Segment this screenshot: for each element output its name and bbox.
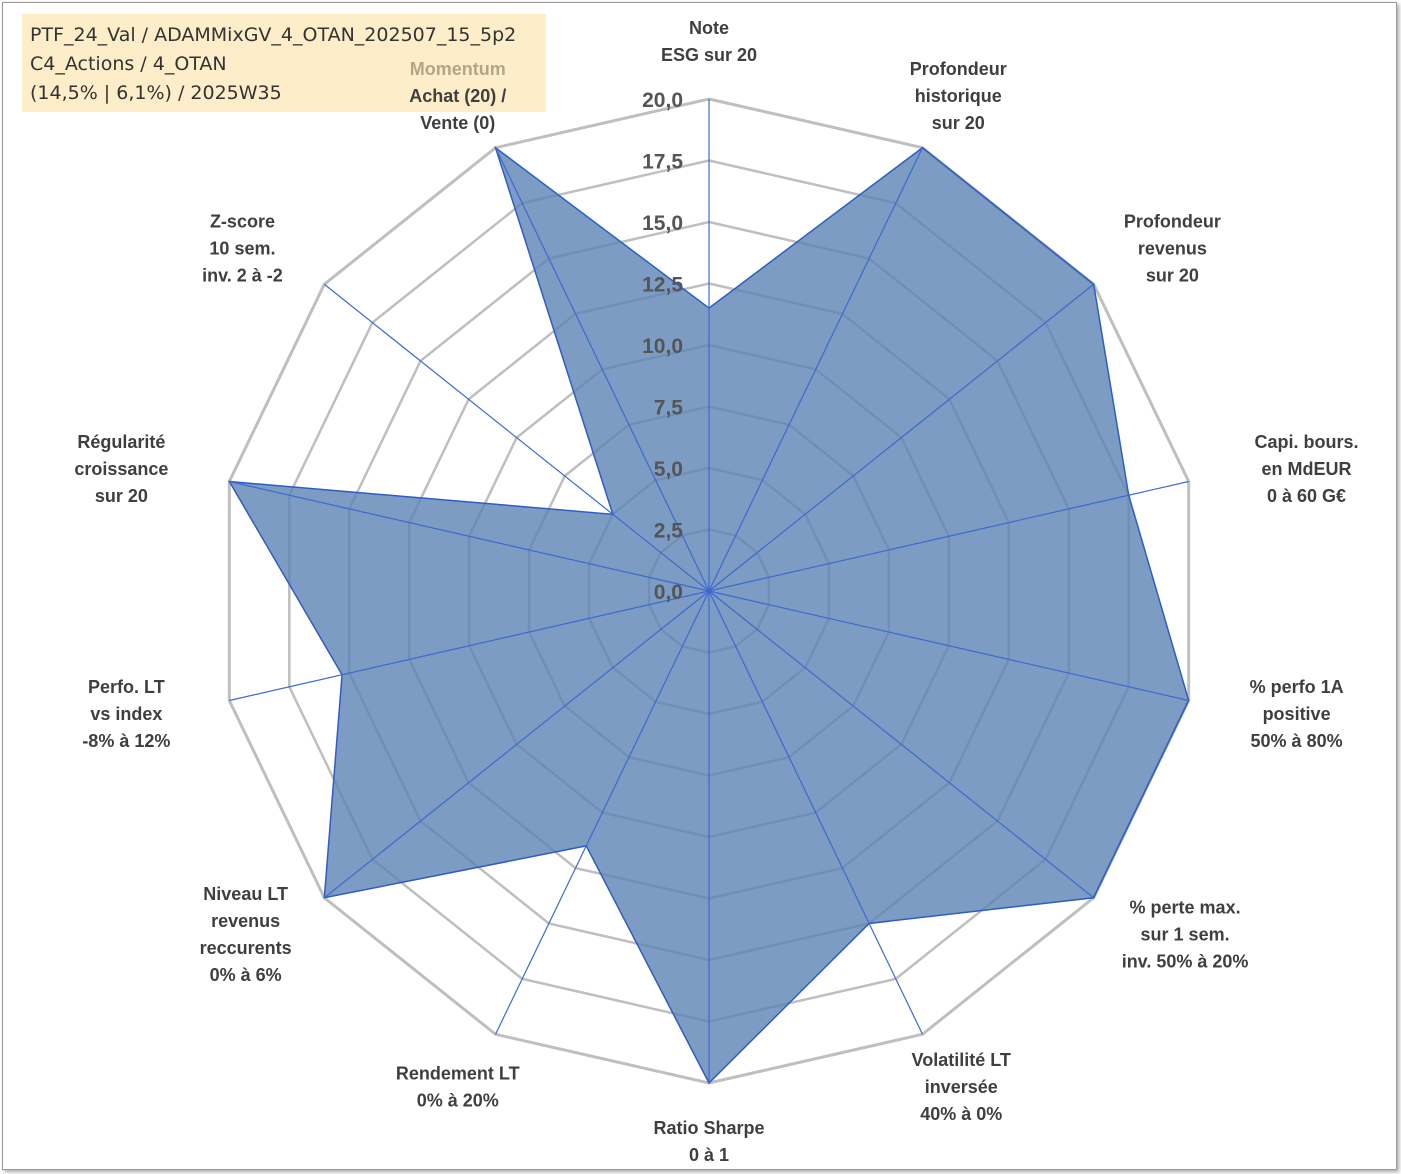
axis-label: % perte max.: [1130, 897, 1241, 917]
axis-label: -8% à 12%: [82, 731, 170, 751]
axis-label: Profondeur: [910, 59, 1007, 79]
axis-label: Z-score: [210, 212, 275, 232]
axis-spoke: [323, 590, 710, 899]
radar-spokes: [229, 99, 1189, 1083]
axis-label: 0 à 60 G€: [1267, 486, 1346, 506]
axis-label: sur 20: [1146, 266, 1199, 286]
axis-label: Rendement LT: [396, 1064, 520, 1084]
axis-label: 0% à 6%: [210, 965, 282, 985]
axis-spoke: [229, 590, 710, 702]
axis-spoke: [494, 590, 710, 1035]
radial-tick-labels: 0,0 2,5 5,0 7,5 10,0 12,5 15,0 17,5 20,0: [642, 89, 683, 604]
axis-label-group: Z-score 10 sem. inv. 2 à -2: [202, 212, 283, 286]
axis-label: revenus: [1138, 239, 1207, 259]
tick-label: 5,0: [654, 458, 683, 481]
axis-label: inv. 2 à -2: [202, 266, 283, 286]
axis-labels: Note ESG sur 20 Profondeur historique sur 20…: [74, 18, 1358, 1165]
axis-label: 50% à 80%: [1251, 731, 1343, 751]
axis-label-group: Ratio Sharpe 0 à 1: [653, 1118, 764, 1165]
axis-label: Capi. bours.: [1254, 432, 1358, 452]
axis-label-group: Régularité croissance sur 20: [74, 432, 168, 506]
tick-label: 2,5: [654, 520, 684, 543]
axis-spoke: [708, 480, 1189, 592]
tick-label: 0,0: [654, 581, 683, 604]
axis-label: Vente (0): [420, 113, 495, 133]
axis-label: Régularité: [77, 432, 165, 452]
axis-label: Volatilité LT: [912, 1050, 1011, 1070]
axis-label: sur 20: [932, 113, 985, 133]
axis-label-group: Momentum Achat (20) / Vente (0): [409, 59, 506, 133]
axis-label: croissance: [74, 459, 168, 479]
axis-label-group: Capi. bours. en MdEUR 0 à 60 G€: [1254, 432, 1358, 506]
axis-label: positive: [1263, 704, 1331, 724]
axis-label: Niveau LT: [203, 884, 288, 904]
axis-label-group: Profondeur revenus sur 20: [1124, 212, 1221, 286]
axis-spoke: [708, 147, 924, 592]
axis-label-group: Note ESG sur 20: [661, 18, 757, 65]
axis-label: vs index: [90, 704, 162, 724]
axis-spoke: [323, 283, 710, 592]
tick-label: 12,5: [642, 274, 683, 297]
tick-label: 7,5: [654, 397, 684, 420]
axis-spoke: [708, 590, 924, 1035]
axis-label: sur 20: [95, 486, 148, 506]
axis-label: Achat (20) /: [409, 86, 506, 106]
info-line-category: C4_Actions / 4_OTAN: [30, 53, 227, 75]
axis-label: Note: [689, 18, 729, 38]
axis-label: 40% à 0%: [920, 1104, 1002, 1124]
axis-label-group: Niveau LT revenus reccurents 0% à 6%: [200, 884, 292, 985]
axis-label-group: Perfo. LT vs index -8% à 12%: [82, 677, 170, 751]
axis-label: inversée: [925, 1077, 998, 1097]
tick-label: 10,0: [642, 335, 683, 358]
axis-label: revenus: [211, 911, 280, 931]
info-line-stats: (14,5% | 6,1%) / 2025W35: [30, 82, 282, 104]
axis-label: 0 à 1: [689, 1145, 729, 1165]
axis-label: Momentum: [410, 59, 506, 79]
axis-label: 0% à 20%: [417, 1091, 499, 1111]
axis-label: historique: [915, 86, 1002, 106]
axis-label: inv. 50% à 20%: [1122, 951, 1249, 971]
axis-spoke: [708, 590, 1095, 899]
axis-spoke: [494, 147, 710, 592]
axis-label: en MdEUR: [1261, 459, 1351, 479]
axis-label: ESG sur 20: [661, 45, 757, 65]
axis-label-group: Rendement LT 0% à 20%: [396, 1064, 520, 1111]
axis-spoke: [229, 480, 710, 592]
axis-spoke: [708, 590, 1189, 702]
axis-label-group: % perte max. sur 1 sem. inv. 50% à 20%: [1122, 897, 1249, 971]
axis-spoke: [708, 283, 1095, 592]
info-box: PTF_24_Val / ADAMMixGV_4_OTAN_202507_15_…: [22, 14, 546, 112]
tick-label: 17,5: [642, 151, 683, 174]
axis-label-group: Volatilité LT inversée 40% à 0%: [912, 1050, 1011, 1124]
axis-label: 10 sem.: [209, 239, 275, 259]
tick-label: 15,0: [642, 212, 683, 235]
axis-label: % perfo 1A: [1250, 677, 1344, 697]
tick-label: 20,0: [642, 89, 683, 112]
axis-label: Profondeur: [1124, 212, 1221, 232]
axis-label-group: % perfo 1A positive 50% à 80%: [1250, 677, 1344, 751]
axis-label: Ratio Sharpe: [653, 1118, 764, 1138]
axis-label-group: Profondeur historique sur 20: [910, 59, 1007, 133]
axis-label: sur 1 sem.: [1141, 924, 1230, 944]
info-line-portfolio: PTF_24_Val / ADAMMixGV_4_OTAN_202507_15_…: [30, 24, 517, 46]
axis-label: reccurents: [200, 938, 292, 958]
axis-label: Perfo. LT: [88, 677, 165, 697]
